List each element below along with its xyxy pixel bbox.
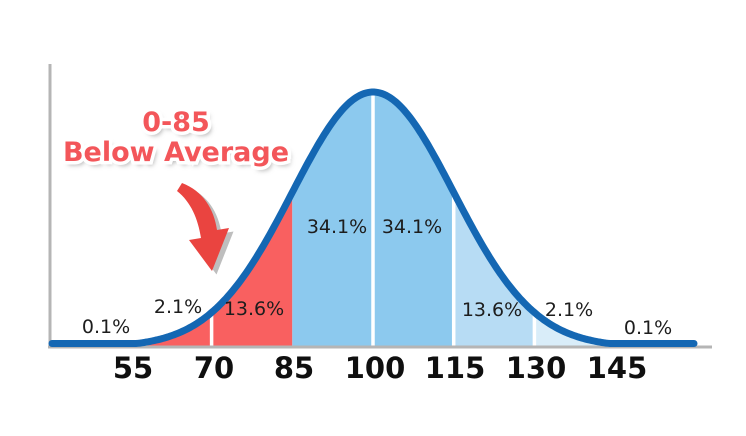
arrow-body (177, 183, 229, 271)
below-average-annotation: 0-85 Below Average (63, 108, 289, 169)
percent-label: 0.1% (81, 316, 131, 338)
x-tick-115: 115 (424, 351, 486, 385)
percent-label: 13.6% (223, 298, 285, 320)
x-tick-70: 70 (193, 351, 235, 385)
percent-label: 2.1% (153, 296, 203, 318)
percent-label: 34.1% (306, 216, 368, 238)
percent-label: 2.1% (544, 299, 594, 321)
annotation-range-text: 0-85 (63, 108, 289, 139)
x-tick-55: 55 (112, 351, 154, 385)
bell-curve-stroke (48, 88, 698, 347)
x-tick-85: 85 (273, 351, 315, 385)
bell-curve-line (48, 88, 698, 347)
percent-label: 0.1% (623, 317, 673, 339)
percent-label: 13.6% (461, 299, 523, 321)
curved-down-arrow-icon (177, 183, 234, 275)
annotation-label-text: Below Average (63, 138, 289, 169)
x-tick-130: 130 (505, 351, 567, 385)
x-tick-100: 100 (344, 351, 406, 385)
band-fill-below-85 (52, 192, 293, 347)
percent-label: 34.1% (381, 216, 443, 238)
sigma-divider-lines (209, 95, 537, 346)
x-tick-145: 145 (586, 351, 648, 385)
